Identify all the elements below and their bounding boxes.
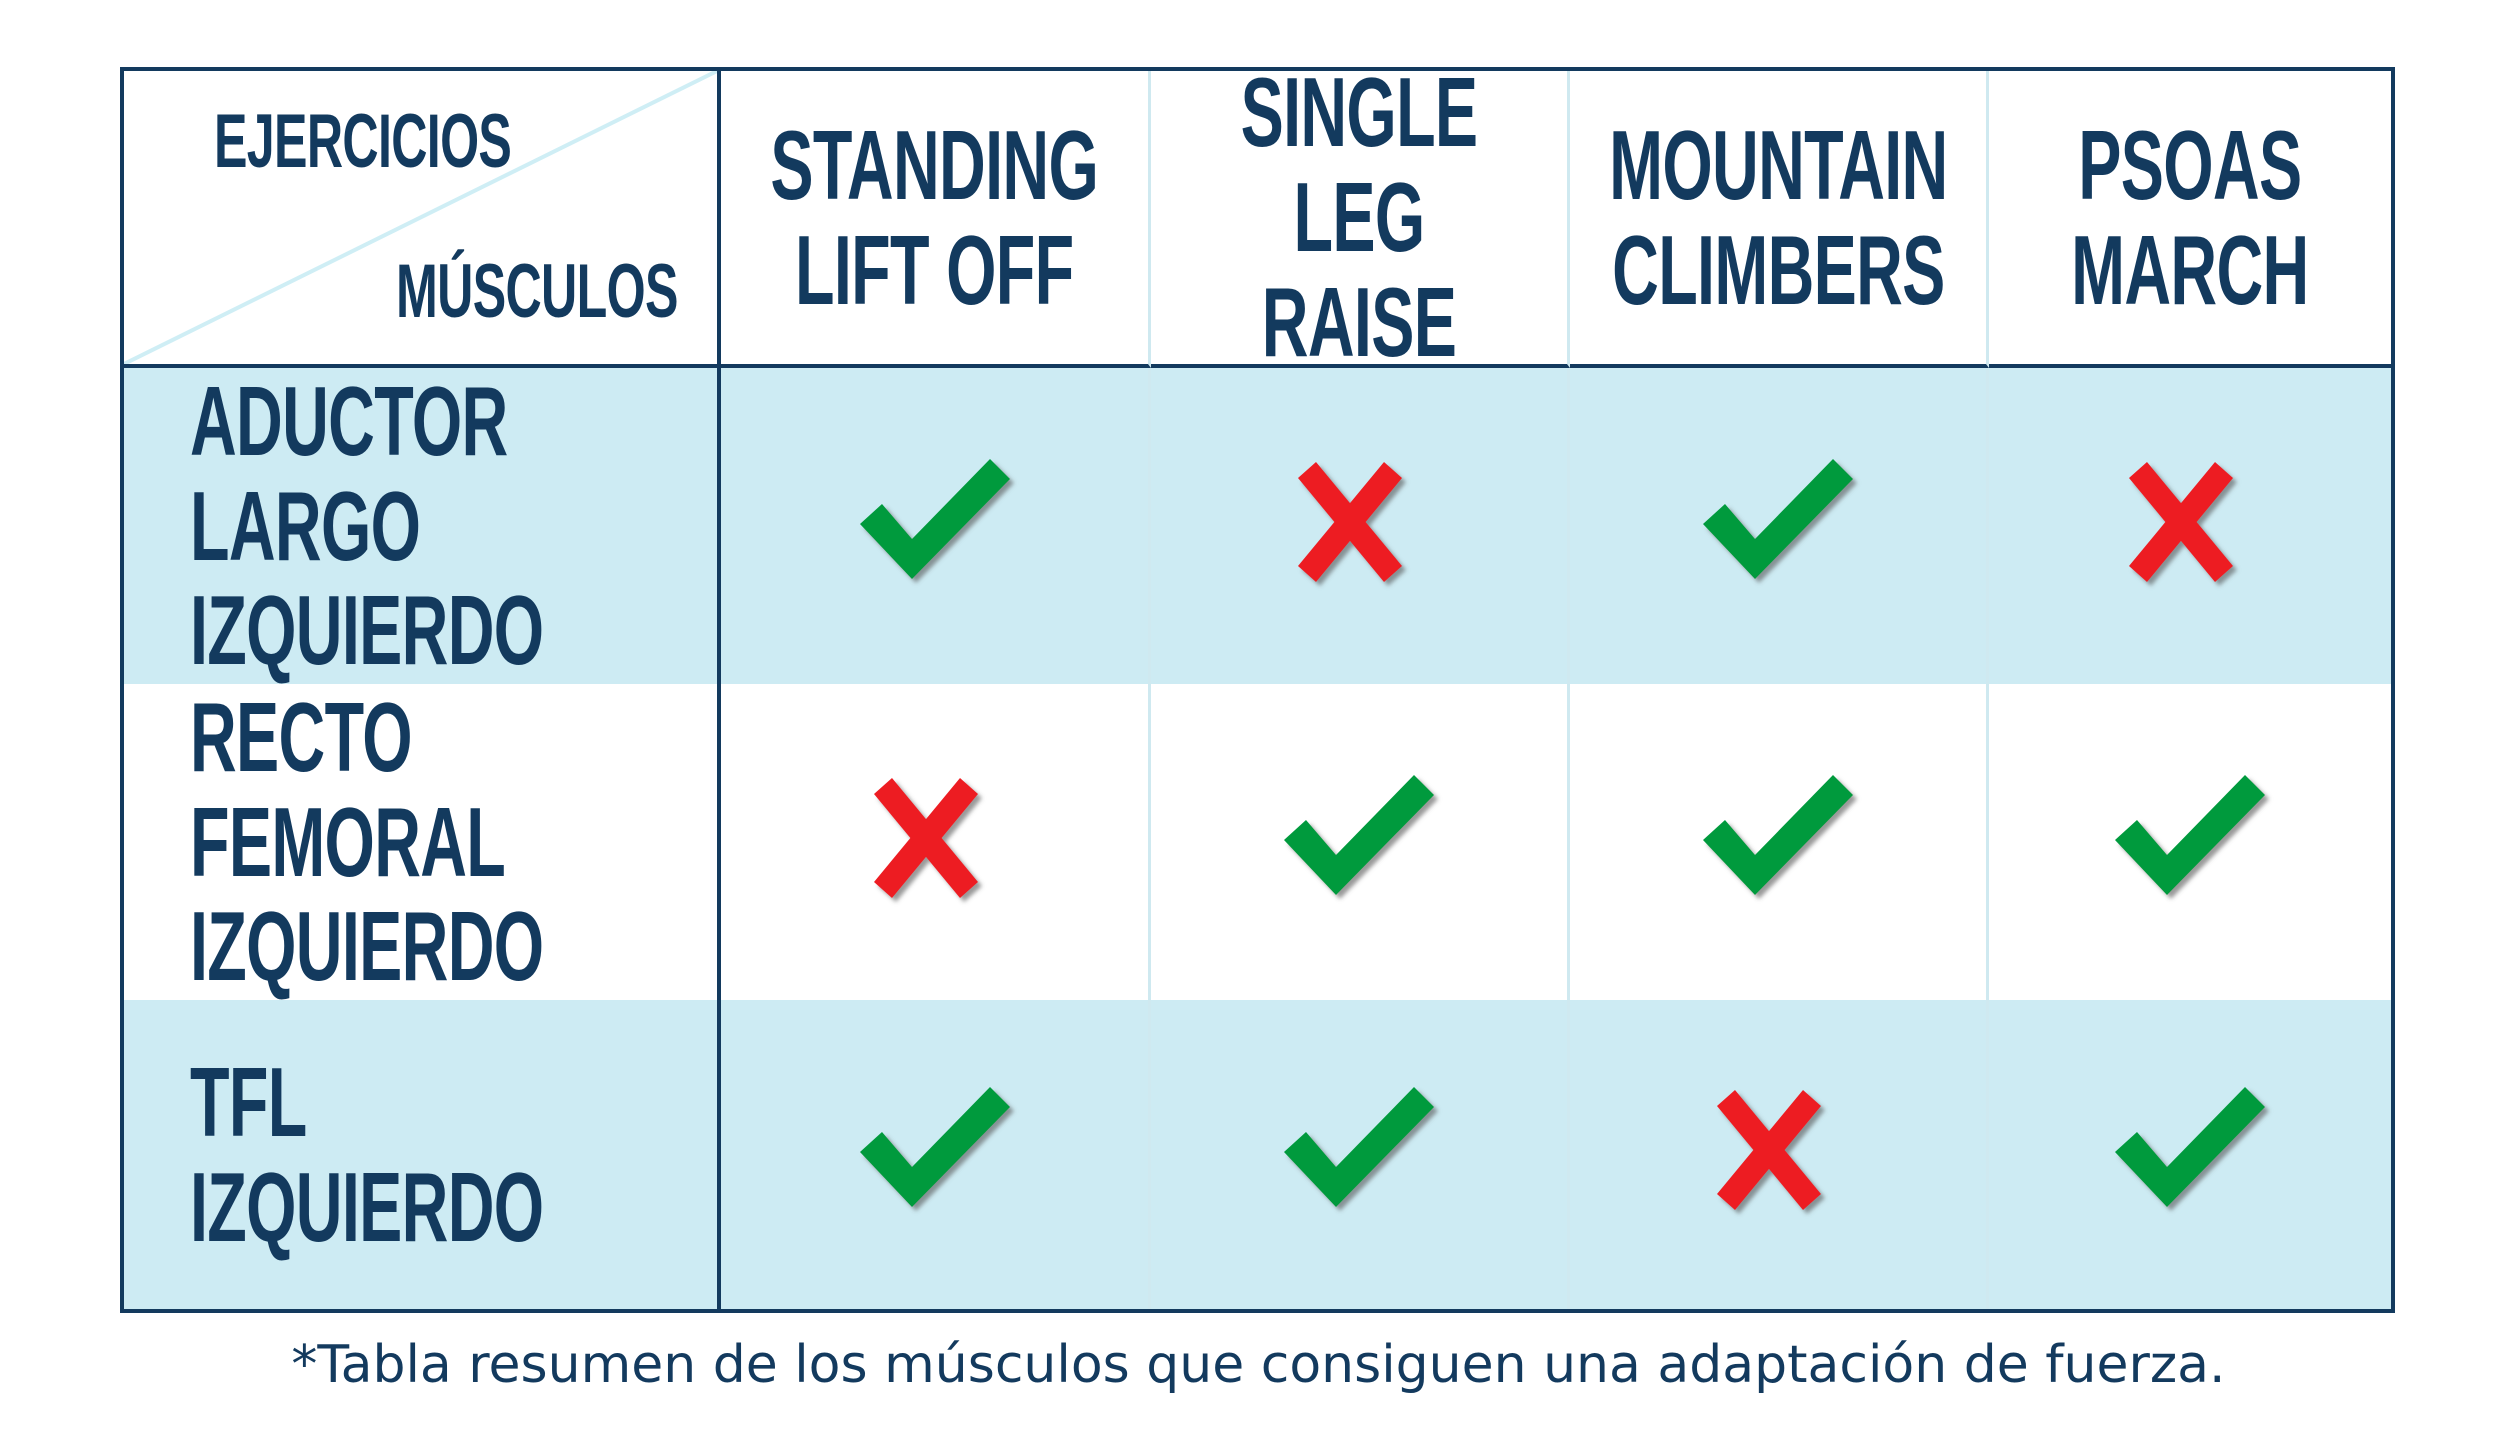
result-cell [1570, 368, 1989, 684]
result-cell [721, 1000, 1151, 1309]
result-cell [1570, 684, 1989, 1000]
result-cell [1989, 368, 2391, 684]
result-cell [1570, 1000, 1989, 1309]
table-footnote: *Tabla resumen de los músculos que consi… [291, 1335, 2226, 1395]
cross-icon [1274, 454, 1444, 599]
corner-header-cell: EJERCICIOS MÚSCULOS [124, 71, 721, 368]
exercise-header-1: STANDING LIFT OFF [721, 71, 1151, 368]
diagonal-divider [124, 71, 717, 364]
check-icon [1693, 454, 1863, 599]
exercise-name: MOUNTAIN CLIMBERS [1608, 109, 1948, 325]
result-cell [1989, 684, 2391, 1000]
check-icon [2105, 1082, 2275, 1227]
result-cell [1989, 1000, 2391, 1309]
muscle-label-cell: TFL IZQUIERDO [124, 1000, 721, 1309]
muscle-name: ADUCTOR LARGO IZQUIERDO [190, 365, 544, 686]
exercise-name: PSOAS MARCH [2071, 109, 2309, 325]
check-icon [850, 1082, 1020, 1227]
check-icon [2105, 770, 2275, 915]
exercises-axis-label: EJERCICIOS [214, 99, 512, 184]
exercise-header-3: MOUNTAIN CLIMBERS [1570, 71, 1989, 368]
exercise-header-2: SINGLE LEG RAISE [1151, 60, 1570, 374]
check-icon [1274, 770, 1444, 915]
exercise-header-4: PSOAS MARCH [1989, 71, 2391, 368]
muscle-label-cell: RECTO FEMORAL IZQUIERDO [124, 684, 721, 1000]
check-icon [1693, 770, 1863, 915]
muscle-name: RECTO FEMORAL IZQUIERDO [190, 681, 544, 1002]
cross-icon [2105, 454, 2275, 599]
cross-icon [1693, 1082, 1863, 1227]
muscle-name: TFL IZQUIERDO [190, 1046, 544, 1262]
muscle-exercise-table: EJERCICIOS MÚSCULOS STANDING LIFT OFF SIN… [120, 60, 2395, 1313]
cross-icon [850, 770, 1020, 915]
result-cell [721, 368, 1151, 684]
exercise-name: STANDING LIFT OFF [770, 109, 1099, 325]
result-cell [1151, 684, 1570, 1000]
check-icon [1274, 1082, 1444, 1227]
muscles-axis-label: MÚSCULOS [396, 249, 678, 334]
muscle-label-cell: ADUCTOR LARGO IZQUIERDO [124, 368, 721, 684]
check-icon [850, 454, 1020, 599]
result-cell [721, 684, 1151, 1000]
result-cell [1151, 368, 1570, 684]
result-cell [1151, 1000, 1570, 1309]
exercise-name: SINGLE LEG RAISE [1240, 57, 1478, 377]
